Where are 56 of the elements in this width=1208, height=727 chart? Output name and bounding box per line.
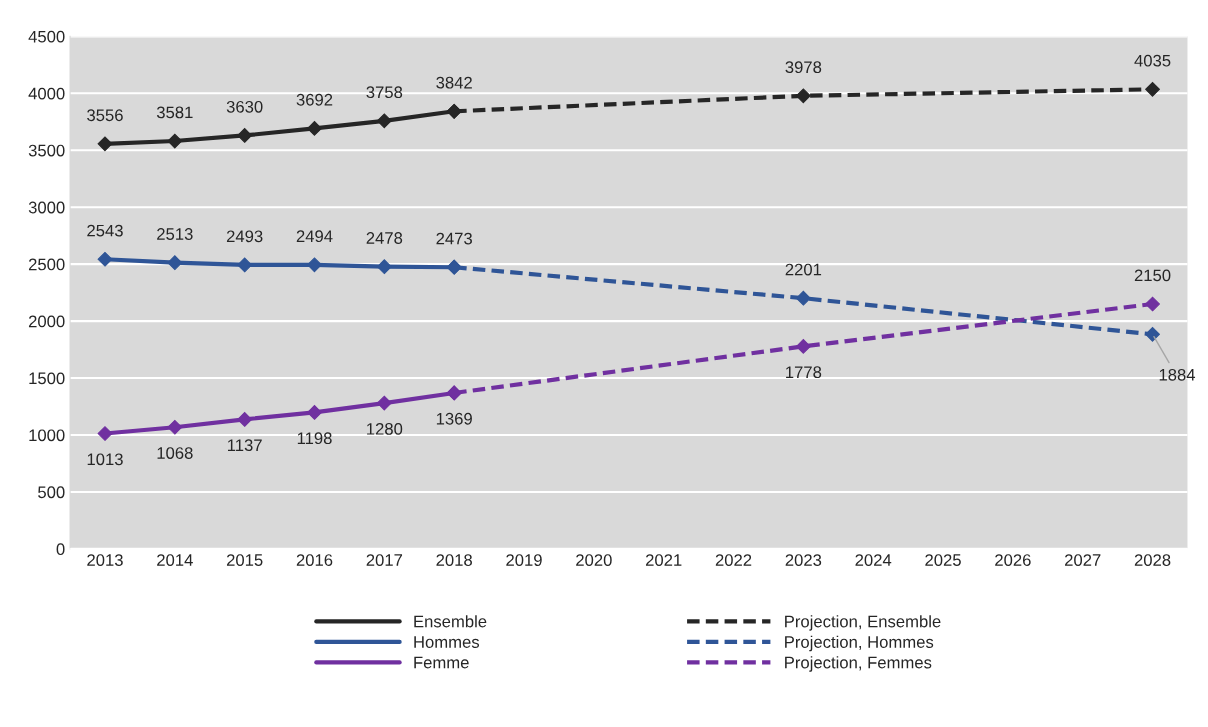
x-tick-label: 2017 (366, 554, 403, 566)
y-tick-label: 4000 (28, 87, 65, 100)
data-label: 2150 (1134, 269, 1171, 282)
data-label: 2478 (366, 232, 403, 244)
data-label: 2493 (226, 230, 263, 243)
y-tick-label: 2500 (28, 258, 65, 271)
x-tick-label: 2028 (1134, 554, 1171, 566)
data-label: 4035 (1134, 54, 1171, 67)
y-tick-label: 1000 (29, 429, 65, 442)
legend-label: Hommes (414, 636, 480, 648)
data-label: 1198 (297, 432, 332, 445)
data-label: 2543 (87, 224, 123, 237)
x-tick-label: 2024 (855, 554, 892, 566)
y-tick-label: 4500 (28, 30, 65, 43)
data-label: 3758 (366, 86, 403, 99)
data-label: 3978 (785, 61, 822, 74)
y-tick-label: 3500 (28, 144, 65, 157)
data-label: 1137 (228, 439, 262, 452)
x-tick-label: 2020 (576, 554, 612, 566)
x-tick-label: 2013 (87, 554, 123, 566)
data-label: 2494 (296, 230, 333, 243)
y-tick-label: 1500 (29, 372, 65, 385)
x-tick-label: 2027 (1065, 554, 1101, 566)
x-tick-label: 2015 (226, 554, 263, 566)
x-tick-label: 2018 (436, 554, 472, 566)
data-label: 2201 (785, 263, 822, 276)
x-tick-label: 2026 (995, 554, 1031, 566)
data-label: 1013 (87, 453, 123, 466)
x-tick-label: 2022 (715, 554, 752, 566)
data-label: 3842 (436, 76, 472, 89)
y-tick-label: 500 (38, 486, 65, 499)
x-tick-label: 2023 (785, 554, 822, 566)
x-tick-label: 2019 (506, 554, 542, 566)
data-label: 1778 (786, 366, 822, 379)
data-label: 1369 (436, 412, 472, 425)
data-label: 1068 (157, 447, 193, 459)
data-label: 1280 (367, 422, 403, 435)
data-label: 3556 (87, 109, 123, 122)
y-tick-label: 0 (56, 543, 65, 556)
data-label: 2513 (157, 228, 193, 240)
legend-label: Projection, Femmes (785, 656, 932, 672)
legend-label: Projection, Ensemble (785, 615, 941, 631)
y-tick-label: 3000 (28, 201, 65, 214)
data-label: 3581 (156, 106, 193, 119)
data-label: 2473 (436, 232, 472, 245)
y-tick-label: 2000 (28, 315, 65, 328)
data-label: 3692 (296, 93, 333, 106)
x-tick-label: 2014 (157, 554, 193, 566)
legend-label: Femme (414, 656, 469, 669)
x-tick-label: 2025 (925, 554, 961, 566)
legend-label: Projection, Hommes (785, 635, 934, 652)
legend-label: Ensemble (414, 615, 487, 628)
x-tick-label: 2021 (645, 554, 682, 566)
x-tick-label: 2016 (296, 554, 333, 566)
data-label: 3630 (226, 100, 263, 113)
data-label: 1884 (1159, 368, 1196, 381)
